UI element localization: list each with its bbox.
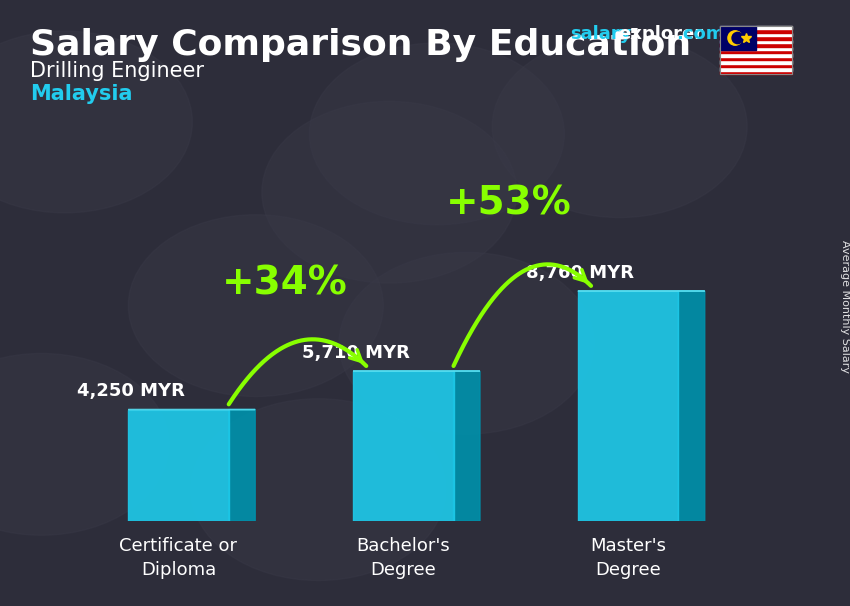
Bar xyxy=(720,26,756,50)
Bar xyxy=(128,410,229,521)
Text: +53%: +53% xyxy=(446,185,572,223)
Text: 4,250 MYR: 4,250 MYR xyxy=(77,382,184,401)
Text: Salary Comparison By Education: Salary Comparison By Education xyxy=(30,28,691,62)
Bar xyxy=(353,371,454,521)
Text: Average Monthly Salary: Average Monthly Salary xyxy=(840,239,850,373)
Bar xyxy=(578,291,678,521)
Text: 8,760 MYR: 8,760 MYR xyxy=(526,264,634,282)
Bar xyxy=(720,26,792,30)
Bar xyxy=(720,33,792,36)
Text: +34%: +34% xyxy=(221,265,347,303)
Text: .com: .com xyxy=(676,25,724,43)
Circle shape xyxy=(262,101,517,283)
Text: 5,710 MYR: 5,710 MYR xyxy=(302,344,410,362)
Polygon shape xyxy=(454,371,480,521)
Circle shape xyxy=(191,399,446,581)
Bar xyxy=(720,53,792,57)
Polygon shape xyxy=(229,410,255,521)
Bar xyxy=(720,70,792,74)
Text: explorer: explorer xyxy=(618,25,703,43)
Bar xyxy=(720,47,792,50)
Polygon shape xyxy=(678,291,705,521)
Bar xyxy=(720,57,792,60)
Circle shape xyxy=(728,31,742,45)
Circle shape xyxy=(339,252,594,434)
Circle shape xyxy=(128,215,383,396)
Bar xyxy=(720,64,792,67)
Bar xyxy=(720,67,792,70)
Circle shape xyxy=(309,43,564,225)
Bar xyxy=(720,60,792,64)
Text: salary: salary xyxy=(570,25,632,43)
Circle shape xyxy=(492,36,747,218)
Circle shape xyxy=(0,31,192,213)
Circle shape xyxy=(732,32,743,44)
Text: Malaysia: Malaysia xyxy=(30,84,133,104)
Circle shape xyxy=(0,353,169,535)
Bar xyxy=(720,50,792,53)
Bar xyxy=(720,30,792,33)
Bar xyxy=(720,40,792,43)
Bar xyxy=(720,43,792,47)
Bar xyxy=(720,26,792,74)
Bar xyxy=(720,36,792,40)
Text: Drilling Engineer: Drilling Engineer xyxy=(30,61,204,81)
